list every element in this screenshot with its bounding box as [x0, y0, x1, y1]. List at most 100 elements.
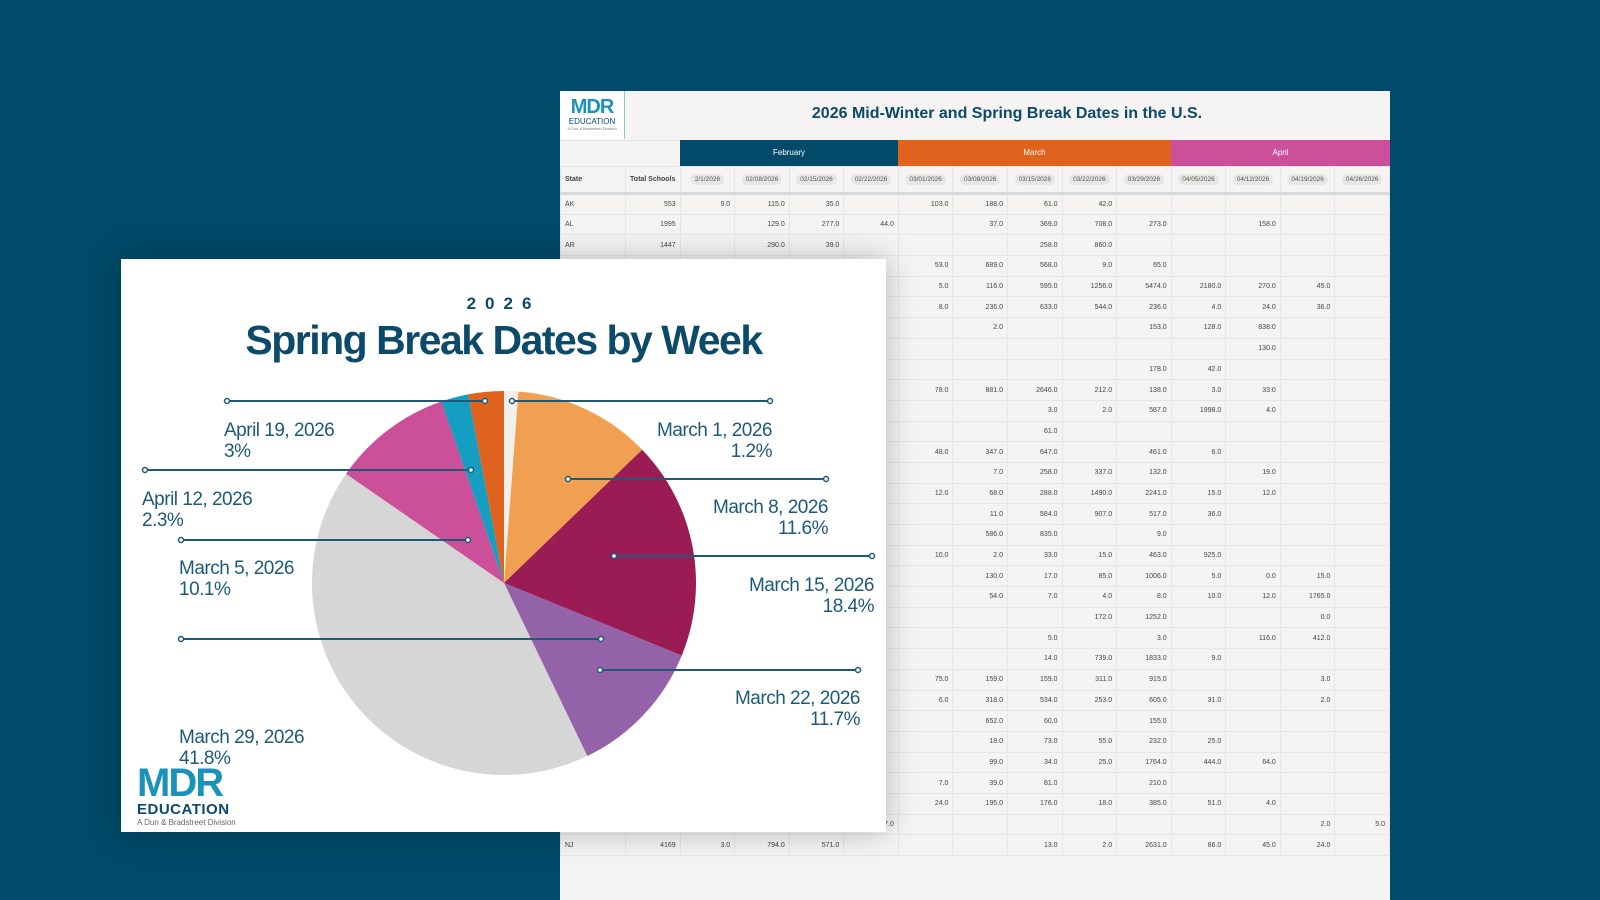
- mdr-logo: MDR EDUCATION A Dun & Bradstreet Divisio…: [560, 91, 625, 139]
- table-cell: [1170, 193, 1227, 215]
- table-cell: [843, 834, 899, 856]
- table-cell: 5474.0: [1116, 275, 1172, 298]
- table-cell: [952, 627, 1008, 650]
- table-cell: [1334, 275, 1390, 298]
- table-cell: 116.0: [952, 275, 1008, 298]
- table-cell: 652.0: [952, 710, 1008, 732]
- table-cell: 54.0: [952, 586, 1008, 608]
- leader-line: [508, 397, 774, 405]
- slice-label-date: April 19, 2026: [224, 420, 335, 441]
- table-cell: 3.0: [1279, 668, 1336, 691]
- table-cell: [897, 337, 954, 360]
- table-cell: 17.0: [1007, 565, 1063, 588]
- table-cell: [1061, 627, 1118, 650]
- table-cell: 35.0: [788, 193, 845, 215]
- table-cell: [1334, 668, 1390, 691]
- table-cell: [1334, 606, 1390, 629]
- table-cell: [897, 524, 954, 546]
- table-cell: 10.0: [1170, 586, 1227, 608]
- table-cell: 8.0: [1116, 586, 1172, 608]
- table-cell: 4.0: [1225, 399, 1281, 422]
- table-cell: [1225, 420, 1281, 443]
- table-cell: 68.0: [952, 482, 1008, 505]
- table-cell: 12.0: [897, 482, 954, 505]
- table-cell: 39.0: [952, 772, 1008, 794]
- table-cell: [952, 606, 1008, 629]
- slice-label: March 5, 2026 10.1%: [179, 558, 294, 600]
- leader-line: [177, 536, 472, 544]
- table-cell: [1116, 337, 1172, 360]
- table-cell: 288.0: [1007, 482, 1063, 505]
- slice-label-percent: 18.4%: [822, 596, 875, 617]
- table-cell: 318.0: [952, 689, 1008, 712]
- table-cell: 153.0: [1116, 317, 1172, 339]
- table-cell: 158.0: [1225, 213, 1281, 236]
- table-cell: [1334, 544, 1390, 567]
- table-cell: 2.0: [952, 317, 1008, 339]
- table-cell: 4.0: [1061, 586, 1118, 608]
- table-cell: 2241.0: [1116, 482, 1172, 505]
- table-cell: 2.0: [952, 544, 1008, 567]
- slice-label-date: March 29, 2026: [179, 727, 305, 748]
- table-cell: 13.0: [1007, 834, 1063, 856]
- table-cell: [1061, 337, 1118, 360]
- table-cell: 130.0: [952, 565, 1008, 588]
- table-cell: [897, 399, 954, 422]
- table-cell: [897, 813, 954, 836]
- date-pill: 04/26/2026: [1341, 174, 1383, 185]
- pie-slice: [441, 394, 504, 583]
- table-cell: [1334, 834, 1390, 856]
- table-cell: 1252.0: [1116, 606, 1172, 629]
- table-cell: 860.0: [1061, 234, 1118, 257]
- table-cell: AK: [560, 193, 626, 215]
- table-cell: [897, 627, 954, 650]
- pie-slice: [504, 391, 643, 583]
- logo-mark: MDR: [137, 761, 224, 805]
- table-cell: 24.0: [1225, 296, 1281, 319]
- table-cell: 1006.0: [1116, 565, 1172, 588]
- column-header: 02/22/2026: [843, 166, 899, 195]
- table-cell: 8.0: [897, 296, 954, 319]
- table-cell: 3.0: [1007, 399, 1063, 422]
- table-cell: [1279, 710, 1336, 732]
- table-cell: 4.0: [1225, 792, 1281, 815]
- table-cell: 65.0: [1116, 255, 1172, 277]
- table-cell: 463.0: [1116, 544, 1172, 567]
- table-cell: 19.0: [1225, 461, 1281, 484]
- date-pill: 03/15/2026: [1014, 174, 1056, 185]
- table-cell: [1334, 565, 1390, 588]
- table-cell: [897, 503, 954, 525]
- table-cell: 60.0: [1007, 710, 1063, 732]
- leader-line: [610, 552, 876, 560]
- table-cell: [1225, 668, 1281, 691]
- table-cell: [897, 606, 954, 629]
- table-cell: 12.0: [1225, 586, 1281, 608]
- table-cell: 587.0: [1116, 399, 1172, 422]
- table-cell: 36.0: [1279, 296, 1336, 319]
- pie-slice: [504, 449, 696, 656]
- slice-label: April 12, 2026 2.3%: [142, 489, 253, 531]
- table-cell: [1225, 358, 1281, 381]
- table-cell: [897, 834, 954, 856]
- table-cell: 51.0: [1170, 792, 1227, 815]
- table-cell: 1998.0: [1170, 399, 1227, 422]
- table-cell: 2.0: [1061, 834, 1118, 856]
- table-cell: [1334, 710, 1390, 732]
- table-cell: [1170, 213, 1227, 236]
- table-cell: [952, 648, 1008, 670]
- table-cell: 31.0: [1170, 689, 1227, 712]
- table-cell: [1279, 399, 1336, 422]
- table-cell: [1279, 441, 1336, 463]
- table-cell: [1225, 193, 1281, 215]
- table-cell: [897, 234, 954, 257]
- table-cell: 178.0: [1116, 358, 1172, 381]
- sheet-title: 2026 Mid-Winter and Spring Break Dates i…: [811, 105, 1203, 122]
- table-cell: 99.0: [952, 751, 1008, 774]
- table-cell: 7.0: [952, 461, 1008, 484]
- table-cell: 584.0: [1007, 503, 1063, 525]
- table-cell: 253.0: [1061, 689, 1118, 712]
- table-cell: [897, 710, 954, 732]
- table-cell: 18.0: [1061, 792, 1118, 815]
- table-cell: [1279, 337, 1336, 360]
- table-cell: [897, 751, 954, 774]
